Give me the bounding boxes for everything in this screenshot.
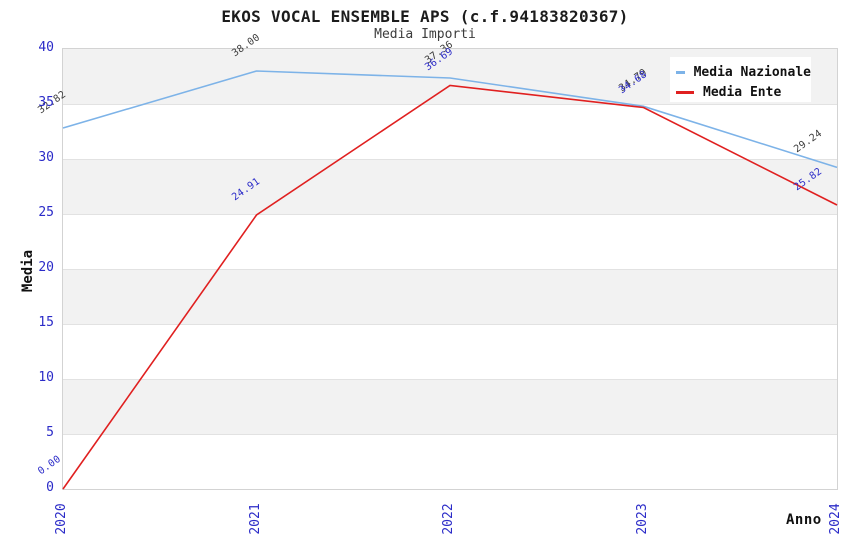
legend-label-nazionale: Media Nazionale: [693, 64, 811, 80]
x-tick-label: 2024: [828, 503, 843, 535]
y-tick-label: 0: [46, 480, 54, 495]
x-tick-label: 2022: [441, 503, 456, 535]
plot-band-white: [63, 104, 837, 159]
point-label-media-ente: 25.82: [792, 166, 825, 194]
point-label-media-ente: 0.00: [36, 453, 64, 478]
legend-label-ente: Media Ente: [703, 84, 782, 100]
x-axis-label: Anno: [786, 512, 822, 528]
y-tick-label: 30: [38, 150, 54, 165]
chart-subtitle: Media Importi: [374, 27, 476, 42]
y-tick-label: 10: [38, 370, 54, 385]
point-labels-layer: 32.82 38.00 37.36 34.79 29.24 0.00 24.91 36.69 3…: [36, 32, 837, 489]
plot-band-white: [63, 434, 837, 489]
legend-item-media-nazionale: Media Nazionale: [676, 62, 811, 82]
plot-band-gray: [63, 159, 837, 214]
line-media-ente: [62, 84, 838, 490]
legend-line-swatch-nazionale: [676, 70, 685, 74]
series-lines-svg: [62, 70, 838, 490]
legend: Media Nazionale Media Ente: [670, 57, 811, 102]
y-tick-label: 40: [38, 40, 54, 55]
y-tick-label: 35: [38, 95, 54, 110]
y-tick-label: 20: [38, 260, 54, 275]
legend-item-media-ente: Media Ente: [676, 82, 811, 102]
point-label-media-nazionale: 29.24: [792, 128, 825, 156]
plot-area: 32.82 38.00 37.36 34.79 29.24 0.00 24.91 36.69 3…: [36, 32, 838, 490]
x-tick-label: 2023: [634, 503, 650, 535]
plot-band-white: [63, 324, 837, 379]
plot-band-gray: [63, 269, 837, 324]
y-tick-label: 5: [46, 425, 54, 440]
y-tick-label: 15: [38, 315, 54, 330]
x-tick-label: 2021: [247, 503, 263, 535]
plot-band-gray: [63, 379, 837, 434]
legend-line-swatch-ente: [676, 90, 694, 94]
point-label-media-ente: 24.91: [229, 176, 262, 204]
y-tick-label: 25: [38, 205, 54, 220]
plot-band-white: [63, 214, 837, 269]
x-tick-label: 2020: [54, 503, 69, 535]
chart-title: EKOS VOCAL ENSEMBLE APS (c.f.94183820367…: [221, 7, 629, 26]
line-media-nazionale: [62, 70, 838, 169]
